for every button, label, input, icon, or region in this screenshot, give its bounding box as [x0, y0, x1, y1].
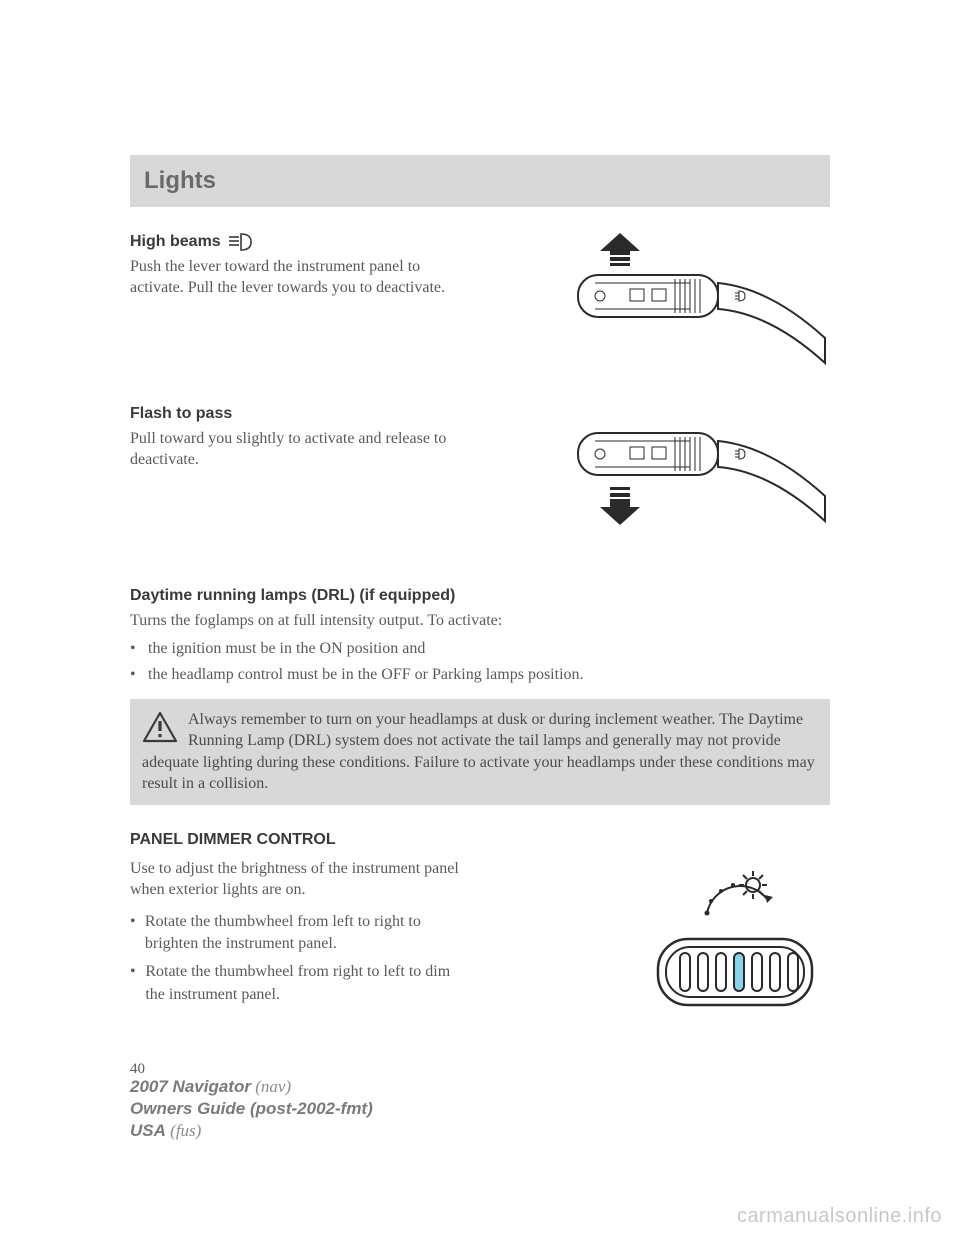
- high-beams-title: High beams: [130, 233, 221, 251]
- list-item: •the ignition must be in the ON position…: [130, 638, 830, 660]
- dimmer-illustration: [640, 859, 830, 1029]
- lever-up-illustration: [570, 233, 830, 373]
- warning-text: Always remember to turn on your headlamp…: [142, 711, 815, 793]
- drl-bullets: •the ignition must be in the ON position…: [130, 638, 830, 687]
- drl-body: Turns the foglamps on at full intensity …: [130, 611, 830, 632]
- bullet-text: the headlamp control must be in the OFF …: [148, 664, 584, 686]
- list-item: •the headlamp control must be in the OFF…: [130, 664, 830, 686]
- list-item: •Rotate the thumbwheel from right to lef…: [130, 961, 470, 1006]
- section-high-beams: High beams Push the lever toward the ins…: [130, 233, 830, 383]
- watermark: carmanualsonline.info: [737, 1205, 942, 1228]
- dimmer-body: Use to adjust the brightness of the inst…: [130, 859, 470, 901]
- footer: 2007 Navigator (nav) Owners Guide (post-…: [130, 1076, 373, 1142]
- list-item: •Rotate the thumbwheel from left to righ…: [130, 911, 470, 956]
- footer-model: 2007 Navigator: [130, 1077, 251, 1096]
- dimmer-heading: PANEL DIMMER CONTROL: [130, 831, 830, 849]
- lever-down-illustration: [570, 415, 830, 565]
- warning-icon: [142, 711, 178, 743]
- high-beam-icon: [229, 233, 259, 251]
- drl-title: Daytime running lamps (DRL) (if equipped…: [130, 587, 455, 605]
- bullet-text: Rotate the thumbwheel from left to right…: [145, 911, 470, 956]
- flash-body: Pull toward you slightly to activate and…: [130, 429, 470, 471]
- footer-region: USA: [130, 1121, 166, 1140]
- high-beams-body: Push the lever toward the instrument pan…: [130, 257, 470, 299]
- header-title: Lights: [144, 167, 216, 195]
- section-flash-to-pass: Flash to pass Pull toward you slightly t…: [130, 405, 830, 565]
- warning-box: Always remember to turn on your headlamp…: [130, 699, 830, 805]
- footer-region-code: (fus): [170, 1121, 201, 1140]
- bullet-text: Rotate the thumbwheel from right to left…: [145, 961, 470, 1006]
- footer-model-code: (nav): [255, 1077, 291, 1096]
- section-header: Lights: [130, 155, 830, 207]
- footer-guide: Owners Guide (post-2002-fmt): [130, 1098, 373, 1120]
- section-dimmer: Use to adjust the brightness of the inst…: [130, 859, 830, 1039]
- dimmer-bullets: •Rotate the thumbwheel from left to righ…: [130, 911, 470, 1007]
- section-drl: Daytime running lamps (DRL) (if equipped…: [130, 587, 830, 805]
- flash-title: Flash to pass: [130, 405, 232, 423]
- bullet-text: the ignition must be in the ON position …: [148, 638, 425, 660]
